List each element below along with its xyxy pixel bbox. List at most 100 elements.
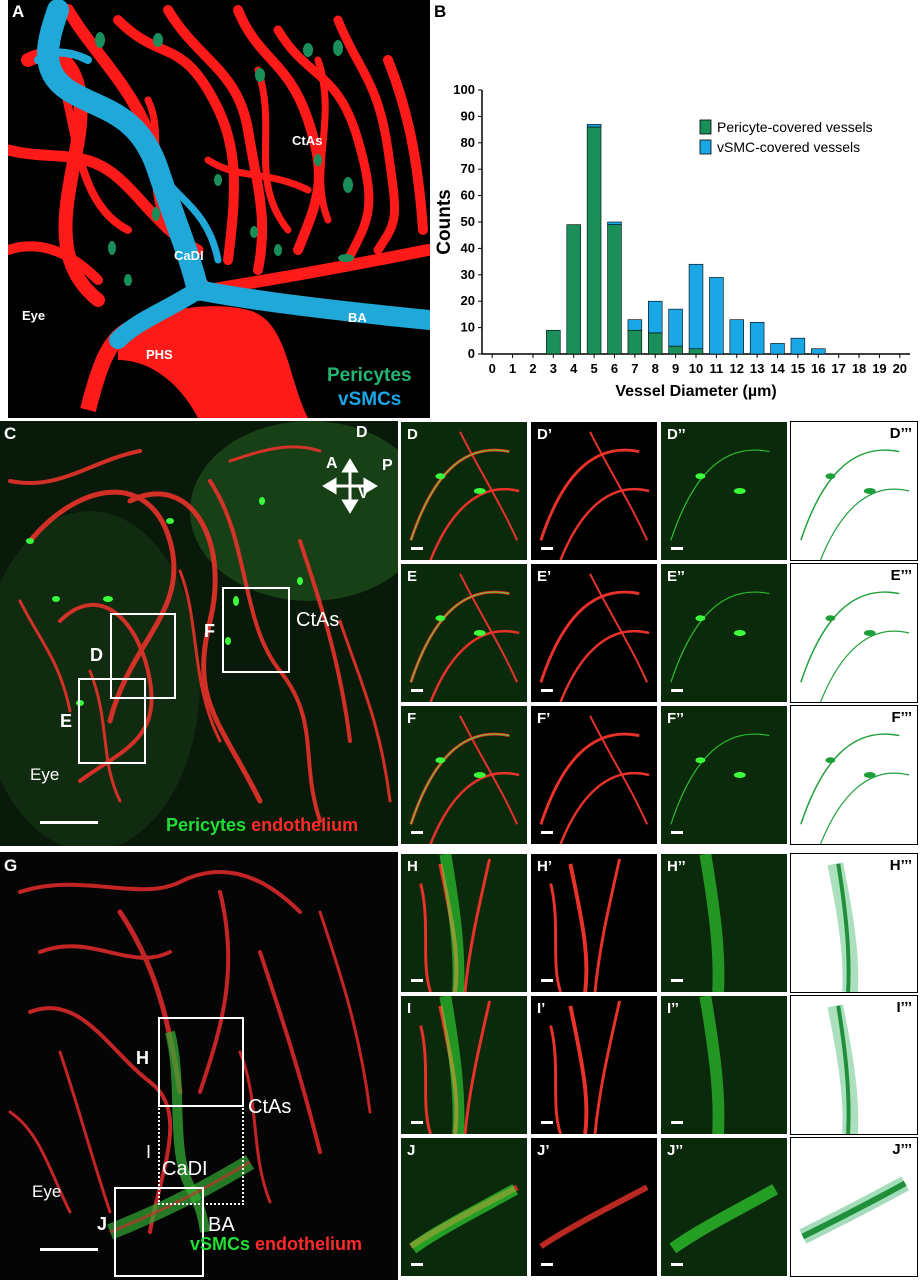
legend-pericytes-a: Pericytes <box>327 365 412 386</box>
box-label-e: E <box>60 711 73 731</box>
subpanel-green-4: H’’ <box>660 853 788 993</box>
axis-label-p: P <box>382 457 393 474</box>
subpanel-trace-6: J’’’ <box>790 1137 918 1277</box>
panel-label-a: A <box>12 2 25 21</box>
bar-vsmc <box>688 263 704 350</box>
x-tick-label: 9 <box>672 361 679 376</box>
x-tick-label: 12 <box>730 361 744 376</box>
label-phs-a: PHS <box>146 347 173 362</box>
panel-b-chart: 0 10 20 30 40 50 60 70 80 90 100 0 1 2 3 4 5 6 7 8 9 10 11 12 13… <box>430 70 922 415</box>
label-ctas-g: CtAs <box>248 1096 292 1118</box>
x-tick-label: 4 <box>570 361 578 376</box>
axis-label-v: V <box>358 485 369 502</box>
box-f-region <box>222 587 290 673</box>
trace-label: D’’’ <box>889 425 912 442</box>
subpanel-green-1: D’’ <box>660 421 788 561</box>
bar-pericyte <box>607 224 622 355</box>
vessel-rendering-image <box>8 0 430 418</box>
trace-label: F’’’ <box>891 709 912 726</box>
label-ba-a: BA <box>348 310 367 325</box>
box-i-region <box>158 1105 244 1205</box>
label-ctas-c: CtAs <box>296 609 340 631</box>
caption-vsmcs-g: vSMCs <box>190 1234 251 1254</box>
y-axis-label: Counts <box>434 189 455 254</box>
x-tick-label: 2 <box>529 361 536 376</box>
subpanel-label: J <box>407 1142 416 1159</box>
x-tick-label: 18 <box>852 361 866 376</box>
subpanel-red-3: F’ <box>530 705 658 845</box>
bar-vsmc <box>607 221 622 225</box>
bar-pericyte <box>688 348 704 355</box>
trace-label: E’’’ <box>890 567 912 584</box>
subpanel-label: D <box>407 426 418 443</box>
scale-bar <box>411 979 423 982</box>
bar-pericyte <box>627 329 643 355</box>
bar-vsmc <box>770 343 785 355</box>
subpanel-red-6: J’ <box>530 1137 658 1277</box>
legend-label-vsmc: vSMC-covered vessels <box>717 139 860 155</box>
label-eye-a: Eye <box>22 308 46 323</box>
scale-bar <box>411 831 423 834</box>
subpanel-merged-4: H <box>400 853 528 993</box>
caption-g: vSMCs endothelium <box>190 1234 362 1255</box>
bar-vsmc <box>811 348 826 355</box>
y-tick-label: 20 <box>461 293 475 308</box>
subpanel-red-5: I’ <box>530 995 658 1135</box>
box-label-f: F <box>204 621 215 641</box>
trace-label: H’’’ <box>889 857 912 874</box>
label-eye-c: Eye <box>30 765 60 784</box>
subpanel-trace-1: D’’’ <box>790 421 918 561</box>
x-tick-label: 0 <box>489 361 496 376</box>
x-tick-label: 8 <box>652 361 659 376</box>
panel-a-rendering: CtAs CaDI Eye BA PHS Pericytes vSMCs <box>8 0 430 418</box>
subpanel-green-2: E’’ <box>660 563 788 703</box>
subpanel-red-4: H’ <box>530 853 658 993</box>
y-tick-label: 60 <box>461 188 475 203</box>
y-tick-label: 0 <box>468 346 475 361</box>
box-e-region <box>78 678 146 764</box>
scale-bar <box>411 547 423 550</box>
subpanel-label: D’ <box>537 426 552 443</box>
box-h-region <box>158 1017 244 1107</box>
x-tick-label: 17 <box>831 361 845 376</box>
bar-vsmc <box>627 319 643 331</box>
scale-bar <box>541 1263 553 1266</box>
bar-vsmc <box>586 124 602 128</box>
subpanel-green-6: J’’ <box>660 1137 788 1277</box>
scale-bar <box>671 1263 683 1266</box>
label-ba-g: BA <box>208 1214 235 1236</box>
panel-label-b: B <box>434 2 447 21</box>
subpanel-trace-3: F’’’ <box>790 705 918 845</box>
subpanel-label: H’’ <box>667 858 686 875</box>
label-ctas-a: CtAs <box>292 133 323 148</box>
scale-bar <box>671 689 683 692</box>
label-cadi-g: CaDI <box>162 1158 208 1180</box>
scale-bar <box>671 547 683 550</box>
scale-bar <box>541 831 553 834</box>
scale-bar <box>541 547 553 550</box>
bar-vsmc <box>749 322 765 355</box>
legend-swatch-vsmc <box>699 139 712 155</box>
scale-bar <box>541 979 553 982</box>
panel-g-image: H I J CtAs CaDI Eye BA vSMCs endothelium <box>0 852 398 1280</box>
bar-vsmc <box>790 337 806 355</box>
subpanel-green-5: I’’ <box>660 995 788 1135</box>
axis-label-d: D <box>356 424 368 441</box>
bar-pericyte <box>566 224 581 355</box>
bar-pericyte <box>648 332 663 355</box>
subpanel-label: H’ <box>537 858 552 875</box>
caption-endothelium-c: endothelium <box>251 815 359 835</box>
subpanel-merged-5: I <box>400 995 528 1135</box>
y-tick-label: 50 <box>461 214 475 229</box>
subpanel-merged-1: D <box>400 421 528 561</box>
scale-bar <box>411 1263 423 1266</box>
legend-vsmcs-a: vSMCs <box>338 389 402 410</box>
subpanel-merged-6: J <box>400 1137 528 1277</box>
subpanel-label: I <box>407 1000 412 1017</box>
subpanel-trace-2: E’’’ <box>790 563 918 703</box>
box-label-i: I <box>146 1142 152 1162</box>
subpanel-merged-2: E <box>400 563 528 703</box>
x-tick-label: 6 <box>611 361 618 376</box>
scale-bar <box>541 1121 553 1124</box>
